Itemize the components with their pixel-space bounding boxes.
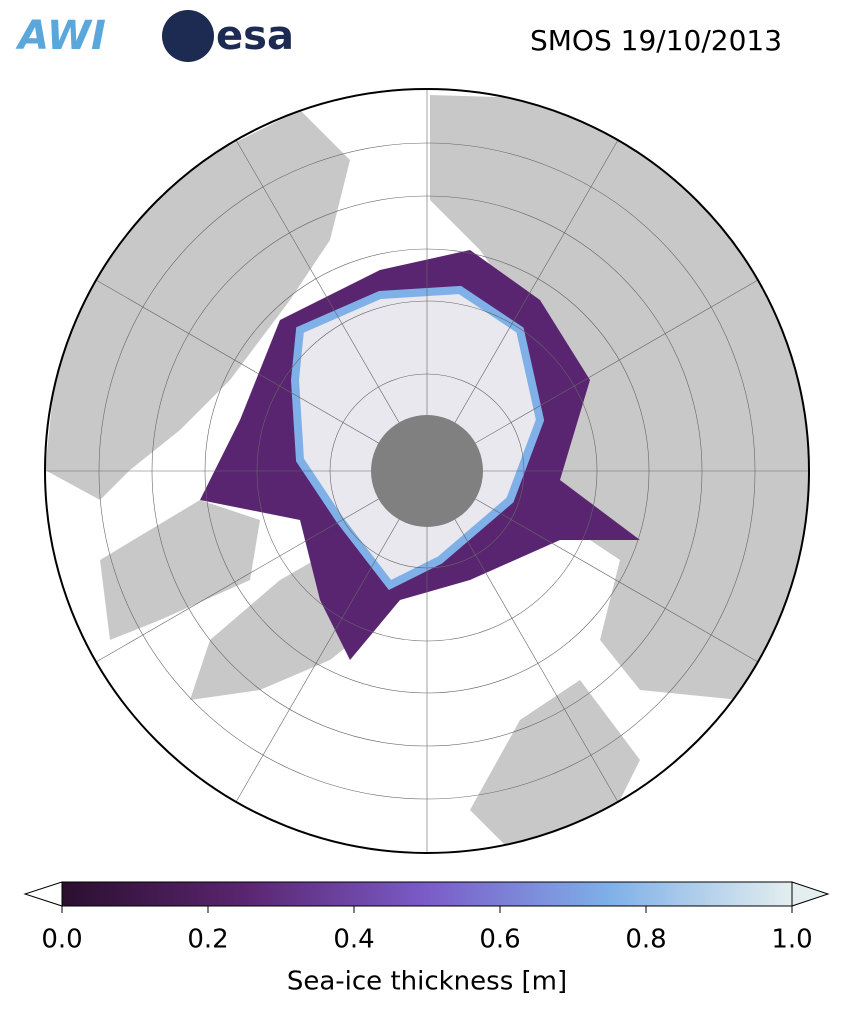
colorbar-extend-high <box>791 881 830 907</box>
land-north-america <box>45 110 350 500</box>
colorbar-extend-low <box>23 881 63 907</box>
colorbar-tick-label: 1.0 <box>771 925 812 955</box>
pole-hole <box>371 415 483 527</box>
land-canada-islands <box>100 500 260 640</box>
colorbar-tick-label: 0.2 <box>187 925 228 955</box>
colorbar <box>23 881 830 913</box>
map-title: SMOS 19/10/2013 <box>530 24 782 57</box>
esa-emblem <box>162 10 214 62</box>
colorbar-tick-label: 0.0 <box>41 925 82 955</box>
colorbar-label: Sea-ice thickness [m] <box>287 967 567 997</box>
land-eurasia <box>430 95 809 700</box>
esa-logo: esa <box>216 13 294 59</box>
colorbar-tick-label: 0.6 <box>479 925 520 955</box>
colorbar-ramp <box>61 881 793 907</box>
map <box>45 89 809 853</box>
awi-logo: AWI <box>15 13 106 59</box>
graticule <box>45 89 809 853</box>
colorbar-tick-label: 0.8 <box>625 925 666 955</box>
colorbar-tick-label: 0.4 <box>333 925 374 955</box>
map-border <box>44 88 810 854</box>
